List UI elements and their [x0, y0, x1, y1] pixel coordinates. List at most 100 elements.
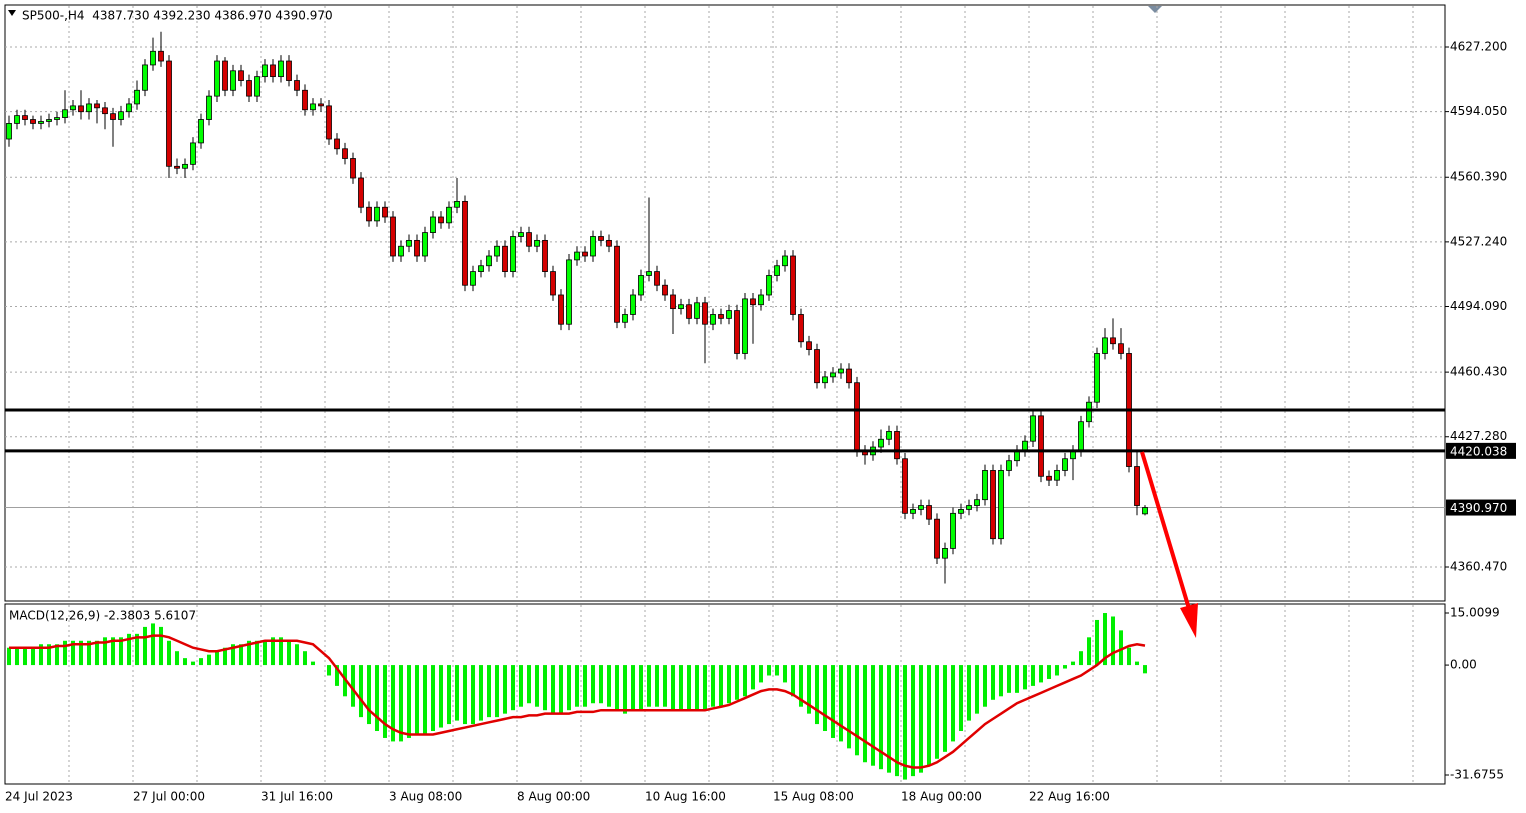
macd-bar	[1047, 665, 1051, 679]
candle-body	[630, 294, 636, 315]
candle-body	[166, 60, 172, 167]
macd-panel	[4, 603, 1446, 785]
macd-bar	[919, 665, 923, 773]
macd-bar	[231, 644, 235, 666]
candle-body	[214, 60, 220, 97]
candle-body	[1062, 458, 1068, 471]
macd-bar	[439, 665, 443, 728]
macd-bar	[463, 665, 467, 725]
candle-body	[446, 206, 452, 224]
macd-bar	[167, 640, 171, 666]
macd-bar	[999, 665, 1003, 697]
candle-body	[1030, 415, 1036, 442]
x-tick-label: 27 Jul 00:00	[133, 790, 205, 804]
macd-bar	[839, 665, 843, 742]
candle-body	[638, 275, 644, 296]
candle-body	[206, 95, 212, 120]
candle-body	[94, 103, 100, 109]
candle-body	[910, 509, 916, 514]
macd-bar	[687, 665, 691, 711]
macd-bar	[631, 665, 635, 711]
price-panel	[4, 4, 1446, 602]
macd-bar	[23, 647, 27, 666]
candle-body	[198, 119, 204, 144]
candle-body	[174, 165, 180, 169]
candle-body	[222, 60, 228, 91]
macd-bar	[247, 640, 251, 666]
macd-bar	[1111, 616, 1115, 666]
candle-body	[854, 382, 860, 452]
macd-bar	[1023, 665, 1027, 690]
candle-body	[846, 368, 852, 384]
macd-bar	[391, 665, 395, 742]
macd-bar	[519, 665, 523, 707]
macd-bar	[199, 658, 203, 666]
y-tick-label: 4460.430	[1450, 365, 1507, 379]
candle-body	[790, 255, 796, 315]
macd-bar	[207, 654, 211, 666]
macd-bar	[399, 665, 403, 742]
macd-bar	[431, 665, 435, 732]
macd-bar	[159, 626, 163, 666]
candle-body	[294, 80, 300, 91]
macd-bar	[1031, 665, 1035, 686]
macd-bar	[831, 665, 835, 738]
candle-body	[1102, 337, 1108, 354]
macd-bar	[1007, 665, 1011, 693]
arrow-shaft	[1140, 451, 1192, 613]
macd-bar	[911, 665, 915, 777]
candle-body	[998, 470, 1004, 540]
candle-body	[302, 89, 308, 111]
macd-bar	[487, 665, 491, 718]
macd-bar	[847, 665, 851, 749]
candle-body	[438, 216, 444, 224]
candle-body	[670, 294, 676, 310]
macd-bar	[983, 665, 987, 707]
macd-bar	[1119, 630, 1123, 666]
macd-bar	[327, 665, 331, 676]
candle-body	[534, 239, 540, 247]
candle-body	[1078, 421, 1084, 452]
x-tick-label: 22 Aug 16:00	[1029, 790, 1110, 804]
macd-bar	[1127, 647, 1131, 666]
candle-body	[1046, 475, 1052, 481]
y-tick-label: 4494.090	[1450, 299, 1507, 313]
macd-bar	[111, 637, 115, 666]
candle-body	[390, 216, 396, 257]
candle-body	[1134, 466, 1140, 506]
candle-body	[1054, 470, 1060, 481]
macd-bar	[127, 633, 131, 666]
candle-body	[406, 239, 412, 247]
macd-bar	[551, 665, 555, 714]
macd-bar	[887, 665, 891, 773]
macd-bar	[175, 651, 179, 666]
candle-body	[918, 505, 924, 510]
candle-body	[966, 505, 972, 510]
candle-body	[1014, 450, 1020, 462]
macd-bar	[95, 640, 99, 666]
macd-bar	[79, 640, 83, 666]
candle-body	[422, 232, 428, 257]
candle-body	[398, 245, 404, 257]
macd-bar	[775, 665, 779, 676]
macd-bar	[567, 665, 571, 711]
candle-body	[598, 236, 604, 241]
macd-bar	[615, 665, 619, 711]
y-tick-label: 15.0099	[1450, 605, 1500, 619]
macd-bar	[759, 665, 763, 683]
candle-body	[6, 123, 12, 140]
x-tick-label: 15 Aug 08:00	[773, 790, 854, 804]
candle-body	[1006, 460, 1012, 471]
macd-bar	[255, 640, 259, 666]
y-tick-label: 4560.390	[1450, 170, 1507, 184]
macd-bar	[975, 665, 979, 714]
x-tick-label: 3 Aug 08:00	[389, 790, 462, 804]
candle-body	[366, 206, 372, 222]
arrow-head	[1180, 603, 1198, 638]
candle-body	[462, 200, 468, 286]
candle-body	[1094, 353, 1100, 403]
candle-body	[62, 109, 68, 118]
candle-body	[470, 271, 476, 286]
candle-body	[678, 304, 684, 310]
